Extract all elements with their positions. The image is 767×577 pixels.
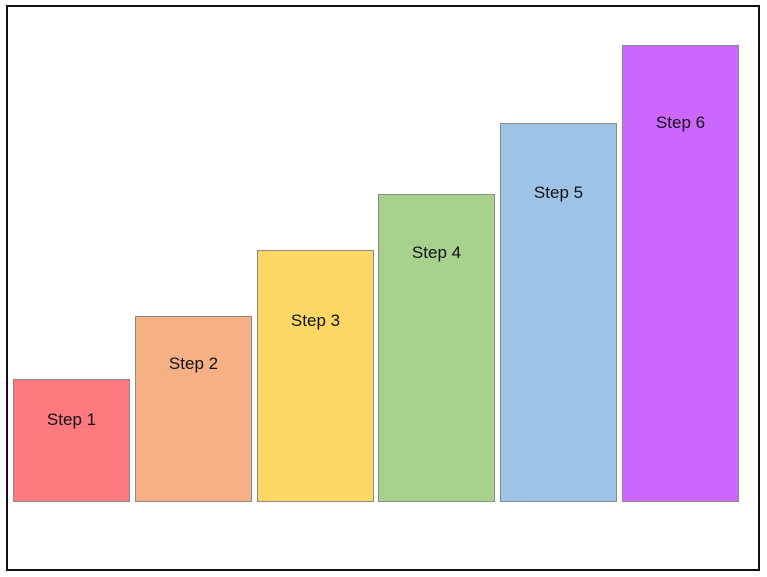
step-1-bar: Step 1	[13, 379, 130, 502]
step-5-bar: Step 5	[500, 123, 617, 502]
step-4-bar: Step 4	[378, 194, 495, 502]
step-label: Step 3	[290, 311, 341, 330]
step-label: Step 2	[168, 354, 219, 373]
step-label: Step 6	[655, 113, 706, 132]
step-label: Step 5	[533, 183, 584, 202]
step-label: Step 4	[411, 243, 462, 262]
step-label: Step 1	[46, 410, 97, 429]
diagram-frame	[6, 5, 760, 571]
step-6-bar: Step 6	[622, 45, 739, 502]
step-2-bar: Step 2	[135, 316, 252, 502]
step-3-bar: Step 3	[257, 250, 374, 502]
